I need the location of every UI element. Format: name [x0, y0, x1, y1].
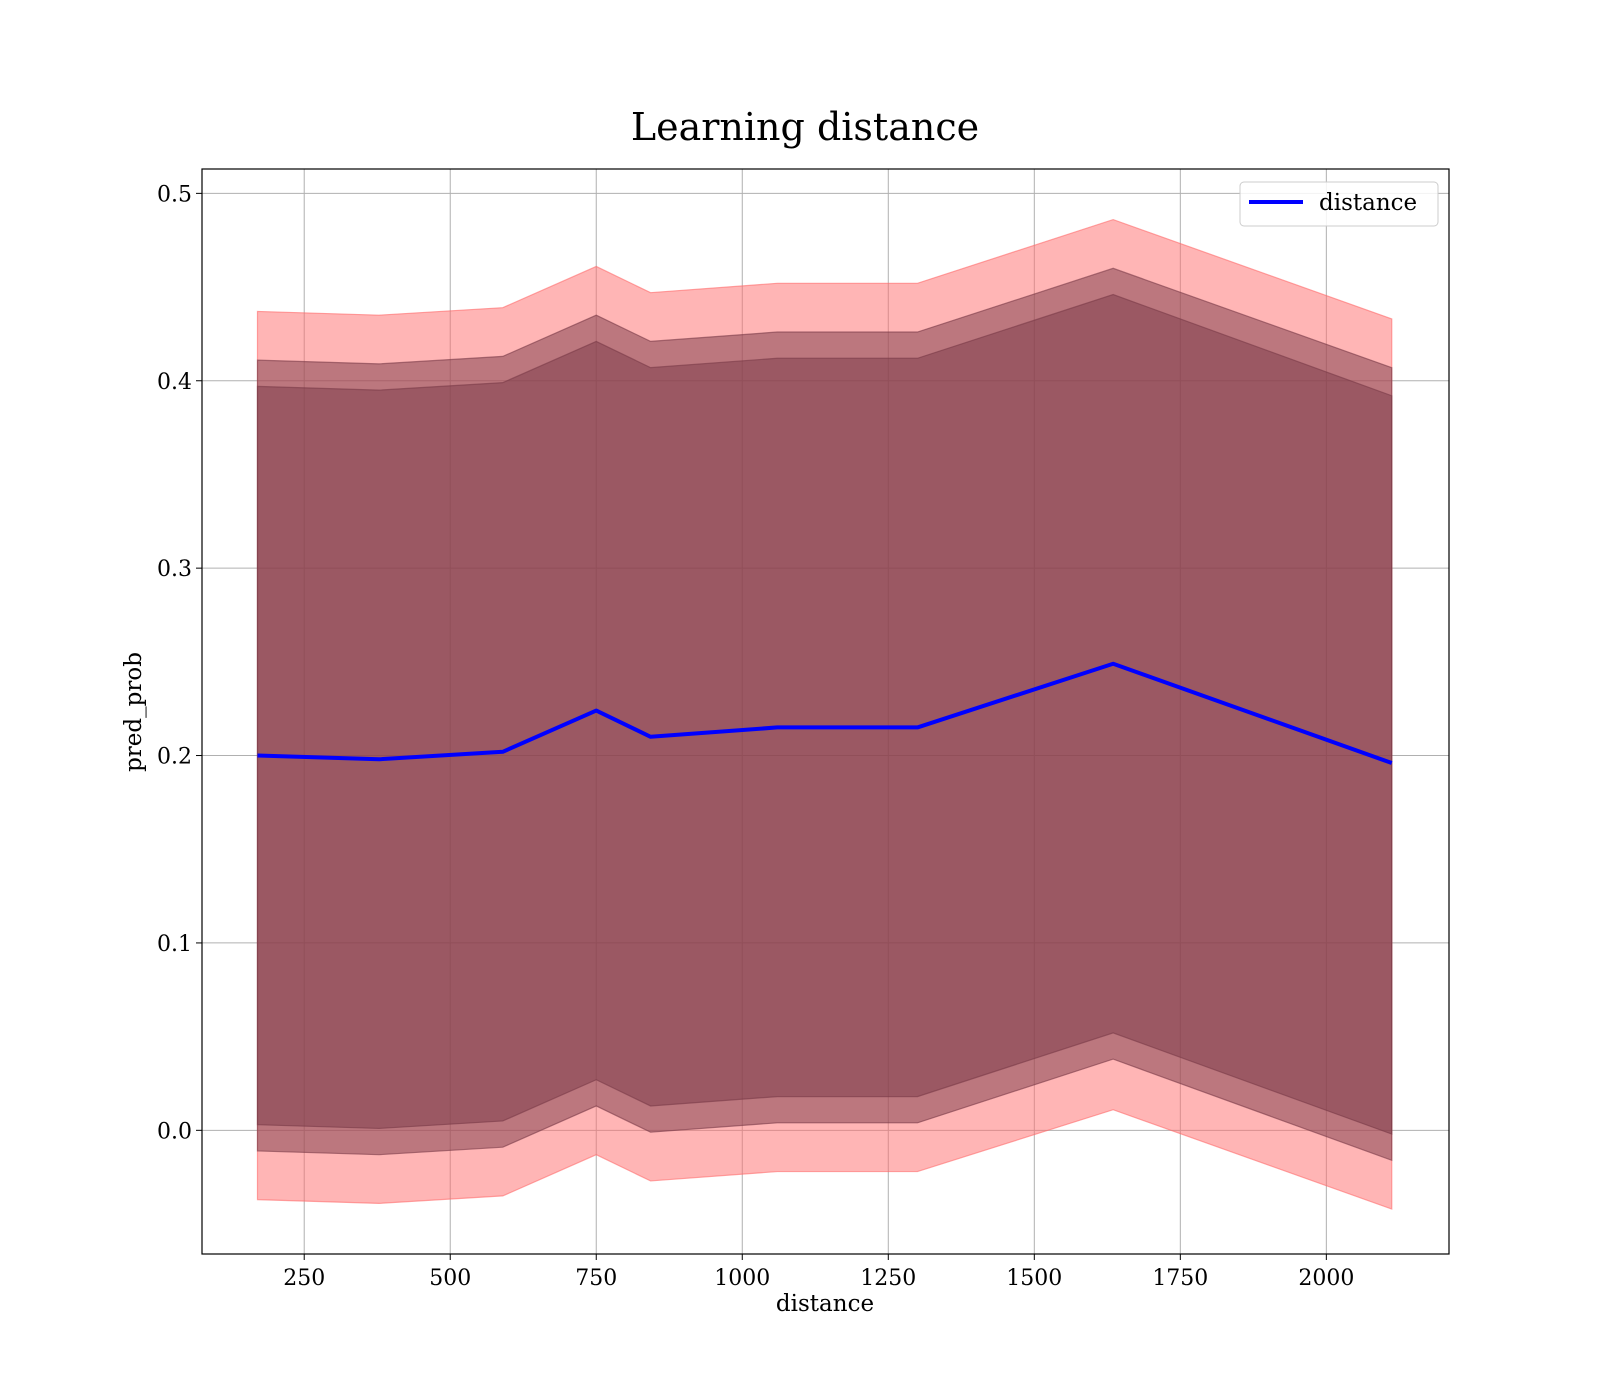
legend: distance — [1239, 181, 1439, 227]
x-tick-label: 500 — [429, 1266, 471, 1291]
y-tick-label: 0.1 — [157, 932, 192, 957]
y-axis-label: pred_prob — [121, 652, 147, 772]
confidence-band-3 — [256, 293, 1393, 1135]
x-axis-ticks: 250 500 750 1000 1250 1500 1750 2000 — [283, 1254, 1354, 1291]
y-tick-label: 0.0 — [157, 1119, 192, 1144]
x-tick-label: 750 — [575, 1266, 617, 1291]
y-tick-label: 0.2 — [157, 745, 192, 770]
series-lines — [257, 661, 1393, 765]
x-tick-label: 1500 — [1006, 1266, 1062, 1291]
series-line-distance — [257, 661, 1393, 765]
x-tick-label: 250 — [283, 1266, 325, 1291]
x-axis-label: distance — [776, 1291, 874, 1317]
plot-frame — [201, 168, 1450, 1255]
y-tick-label: 0.5 — [157, 182, 192, 207]
uncertainty-bands — [256, 218, 1393, 1210]
x-tick-label: 1250 — [860, 1266, 916, 1291]
legend-label-distance: distance — [1319, 190, 1417, 216]
x-tick-label: 2000 — [1298, 1266, 1354, 1291]
y-axis-ticks: 0.0 0.1 0.2 0.3 0.4 0.5 — [157, 182, 202, 1144]
y-tick-label: 0.3 — [157, 557, 192, 582]
x-tick-label: 1750 — [1152, 1266, 1208, 1291]
y-tick-label: 0.4 — [157, 370, 192, 395]
legend-box — [1239, 181, 1439, 227]
chart-title: Learning distance — [631, 105, 979, 149]
x-tick-label: 1000 — [714, 1266, 770, 1291]
